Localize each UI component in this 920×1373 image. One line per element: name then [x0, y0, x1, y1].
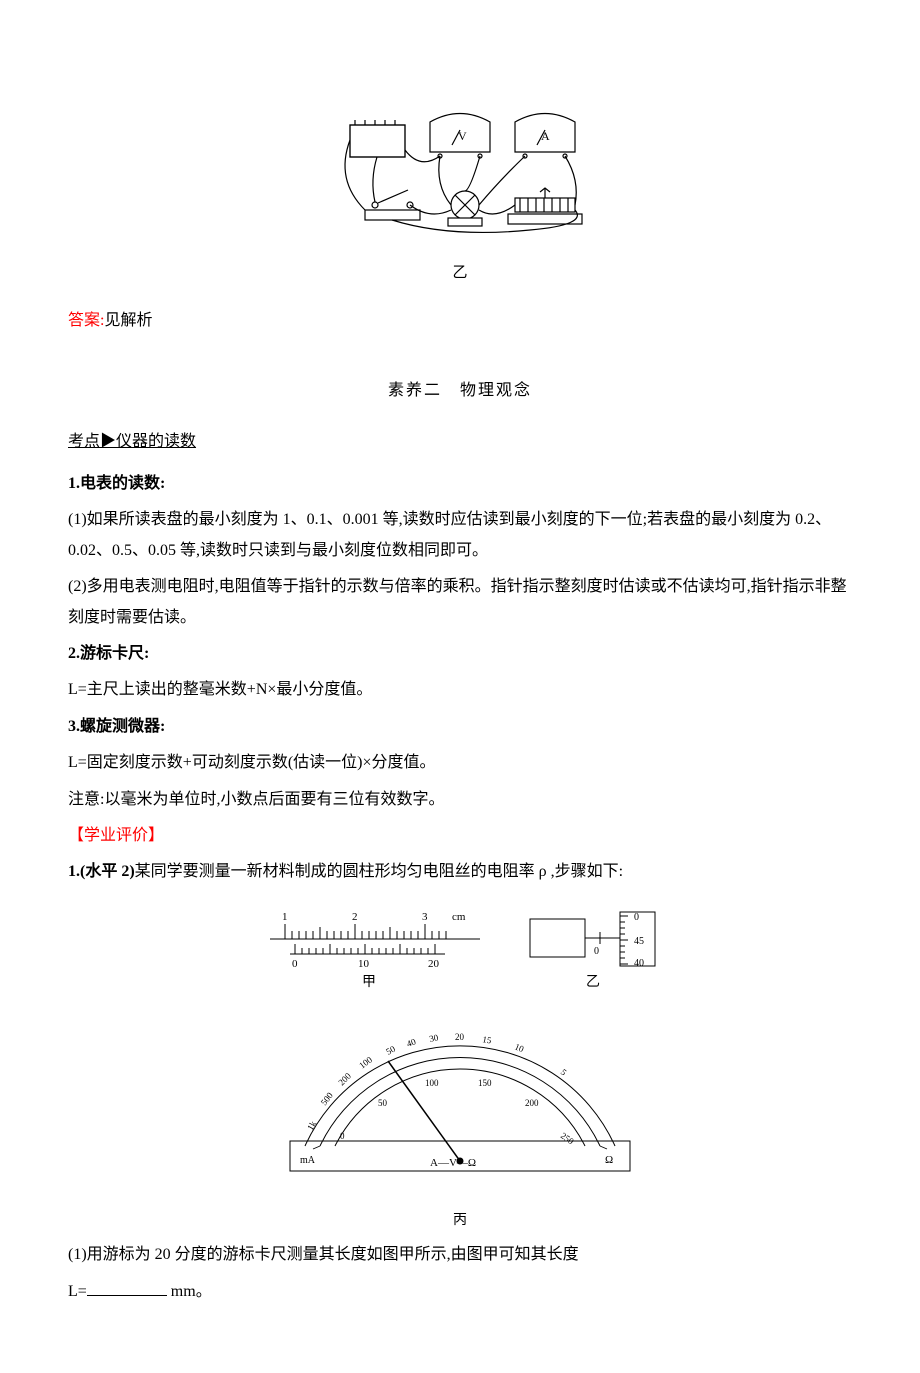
svg-text:40: 40	[634, 958, 644, 969]
svg-text:甲: 甲	[362, 975, 376, 990]
svg-text:10: 10	[358, 958, 370, 970]
topic-line: 考点▶仪器的读数	[68, 427, 852, 457]
q1-sub1-line2: L= mm。	[68, 1277, 852, 1307]
svg-text:3: 3	[422, 911, 428, 923]
svg-text:10: 10	[513, 1042, 526, 1055]
svg-text:15: 15	[482, 1034, 493, 1045]
svg-text:2: 2	[352, 911, 358, 923]
s2-p1: L=主尺上读出的整毫米数+N×最小分度值。	[68, 675, 852, 705]
svg-text:20: 20	[455, 1032, 465, 1042]
svg-text:cm: cm	[452, 911, 466, 923]
svg-text:50: 50	[384, 1044, 397, 1057]
svg-text:20: 20	[428, 958, 440, 970]
eval-header: 【学业评价】	[68, 821, 852, 851]
svg-text:500: 500	[319, 1090, 335, 1107]
svg-text:200: 200	[525, 1098, 539, 1108]
s1-p1: (1)如果所读表盘的最小刻度为 1、0.1、0.001 等,读数时应估读到最小刻…	[68, 505, 852, 566]
s1-heading: 1.电表的读数:	[68, 469, 852, 499]
svg-text:100: 100	[425, 1078, 439, 1088]
circuit-svg: V A	[330, 110, 590, 240]
multimeter-svg: 1k 500 200 100 50 40 30 20 15 10 5 0 50 …	[260, 1031, 660, 1196]
section-title: 素养二 物理观念	[68, 376, 852, 406]
circuit-diagram: V A	[68, 110, 852, 251]
svg-text:150: 150	[478, 1078, 492, 1088]
multimeter-figure: 1k 500 200 100 50 40 30 20 15 10 5 0 50 …	[68, 1031, 852, 1234]
svg-text:0: 0	[292, 958, 298, 970]
svg-text:0: 0	[594, 946, 599, 957]
svg-text:mA: mA	[300, 1155, 316, 1166]
circuit-label: 乙	[68, 259, 852, 288]
svg-text:1: 1	[282, 911, 288, 923]
blank-L[interactable]	[87, 1280, 167, 1296]
q1-sub1-b: L=	[68, 1283, 87, 1300]
svg-text:45: 45	[634, 936, 644, 947]
svg-text:5: 5	[559, 1067, 569, 1078]
instrument-figures: 1 2 3 cm 0	[68, 904, 852, 1015]
svg-text:乙: 乙	[586, 974, 600, 990]
svg-text:0: 0	[634, 912, 639, 923]
q1: 1.(水平 2)某同学要测量一新材料制成的圆柱形均匀电阻丝的电阻率 ρ ,步骤如…	[68, 857, 852, 887]
s2-heading: 2.游标卡尺:	[68, 639, 852, 669]
q1-sub1: (1)用游标为 20 分度的游标卡尺测量其长度如图甲所示,由图甲可知其长度	[68, 1240, 852, 1270]
q1-sub1-a: (1)用游标为 20 分度的游标卡尺测量其长度如图甲所示,由图甲可知其长度	[68, 1246, 579, 1263]
svg-text:100: 100	[357, 1054, 374, 1070]
answer-line: 答案:见解析	[68, 306, 852, 336]
q1-prefix: 1.(水平 2)	[68, 863, 135, 880]
svg-text:1k: 1k	[305, 1119, 318, 1132]
meter-label: 丙	[68, 1208, 852, 1235]
vernier-micrometer-svg: 1 2 3 cm 0	[250, 904, 670, 1004]
svg-text:50: 50	[378, 1098, 388, 1108]
s3-p1: L=固定刻度示数+可动刻度示数(估读一位)×分度值。	[68, 748, 852, 778]
answer-text: 见解析	[104, 312, 152, 329]
q1-sub1-c: mm。	[167, 1283, 212, 1300]
svg-text:A—V—Ω: A—V—Ω	[430, 1157, 476, 1169]
svg-text:40: 40	[405, 1036, 417, 1049]
svg-text:30: 30	[428, 1032, 439, 1044]
answer-prefix: 答案:	[68, 312, 104, 329]
s3-heading: 3.螺旋测微器:	[68, 712, 852, 742]
svg-text:0: 0	[340, 1131, 345, 1141]
svg-text:Ω: Ω	[605, 1154, 613, 1166]
s1-p2: (2)多用电表测电阻时,电阻值等于指针的示数与倍率的乘积。指针指示整刻度时估读或…	[68, 572, 852, 633]
q1-text: 某同学要测量一新材料制成的圆柱形均匀电阻丝的电阻率 ρ ,步骤如下:	[135, 863, 623, 880]
topic-label: 考点▶仪器的读数	[68, 433, 196, 450]
s3-p2: 注意:以毫米为单位时,小数点后面要有三位有效数字。	[68, 785, 852, 815]
